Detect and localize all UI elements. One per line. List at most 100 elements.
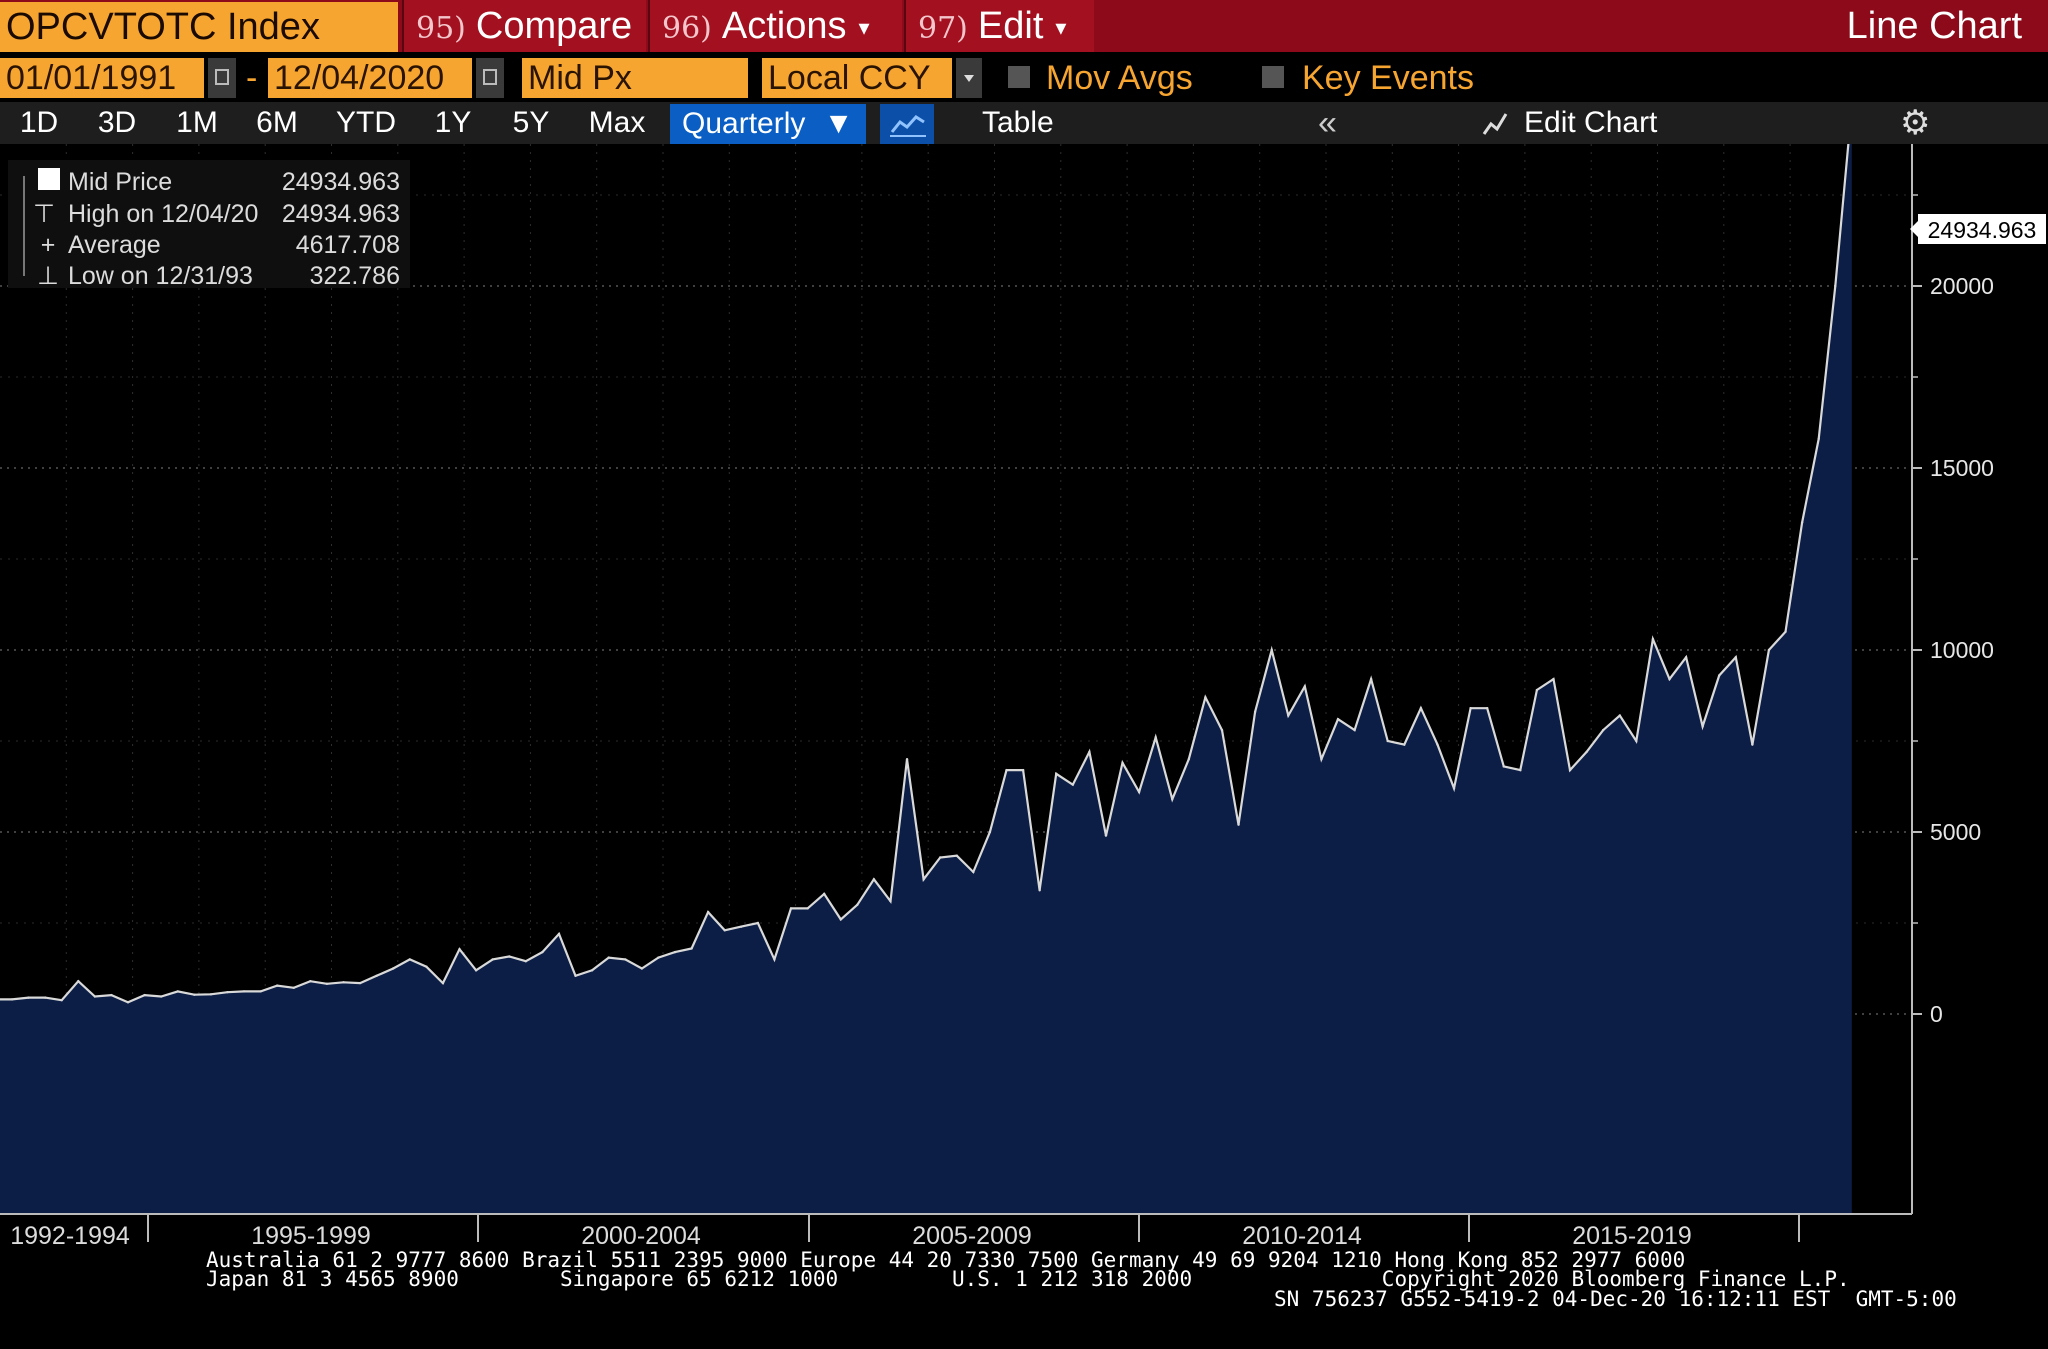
data-point (706, 910, 710, 914)
data-point (972, 870, 975, 874)
compare-number: 95) (416, 11, 466, 46)
range-6m[interactable]: 6M (256, 106, 298, 139)
range-3d[interactable]: 3D (97, 106, 137, 139)
data-point (574, 974, 577, 977)
range-ytd[interactable]: YTD (336, 106, 396, 139)
data-point (1038, 889, 1041, 892)
data-point (1270, 648, 1273, 652)
range-5y[interactable]: 5Y (512, 106, 550, 139)
data-point (740, 925, 743, 928)
table-button[interactable]: Table (982, 106, 1054, 139)
footer-contacts-1: Australia 61 2 9777 8600 Brazil 5511 239… (206, 1248, 1686, 1272)
end-date-field[interactable]: 12/04/2020 (268, 58, 472, 98)
end-calendar-icon[interactable] (476, 58, 504, 98)
edit-chart-icon (1482, 113, 1508, 135)
data-point (77, 980, 80, 983)
range-1d[interactable]: 1D (19, 106, 59, 139)
data-point (1718, 674, 1721, 677)
mov-avgs-label[interactable]: Mov Avgs (1046, 59, 1193, 97)
settings-bar: 01/01/1991 - 12/04/2020 Mid Px Local CCY… (0, 52, 2048, 140)
compare-button[interactable]: 95) Compare (402, 0, 646, 52)
data-point (1104, 834, 1108, 837)
data-point (474, 969, 478, 972)
data-point (657, 956, 660, 959)
data-point (1834, 284, 1837, 288)
data-point (1701, 725, 1704, 728)
gear-icon[interactable]: ⚙ (1900, 104, 1931, 142)
data-point (1336, 717, 1340, 721)
data-point (1154, 736, 1157, 739)
data-point (1204, 696, 1207, 699)
data-point (541, 950, 544, 954)
start-date-field[interactable]: 01/01/1991 (0, 58, 204, 98)
price-field-select[interactable]: Mid Px (522, 58, 748, 98)
key-events-checkbox[interactable] (1262, 66, 1284, 88)
data-point (1602, 728, 1605, 732)
data-point (640, 967, 644, 970)
data-point (1171, 798, 1174, 801)
high-marker-icon: ⊤ (33, 200, 55, 228)
data-point (1751, 743, 1754, 746)
data-point (60, 998, 63, 1002)
data-point (789, 907, 793, 910)
range-max[interactable]: Max (588, 106, 646, 139)
data-point (1469, 707, 1472, 710)
data-point (955, 854, 958, 857)
line-chart: 0 5000 10000 15000 20000 1992-1994 1995-1999 2… (0, 144, 2046, 1244)
data-point (806, 907, 809, 910)
data-point (1055, 772, 1058, 775)
start-calendar-icon[interactable] (208, 58, 236, 98)
data-point (1800, 521, 1804, 524)
data-point (922, 878, 925, 881)
data-point (425, 965, 428, 968)
data-point (242, 990, 246, 993)
data-point (856, 903, 859, 906)
periodicity-select[interactable]: Quarterly ▼ (670, 104, 866, 144)
data-point (1817, 437, 1820, 441)
data-point (193, 993, 196, 996)
data-point (209, 993, 213, 996)
data-point (143, 993, 146, 997)
data-point (773, 958, 776, 961)
range-1y[interactable]: 1Y (434, 106, 472, 139)
edit-number: 97) (918, 11, 968, 46)
line-chart-toggle[interactable] (880, 104, 934, 144)
data-point (822, 892, 826, 896)
currency-select[interactable]: Local CCY (762, 58, 952, 98)
key-events-label[interactable]: Key Events (1302, 59, 1474, 97)
periodicity-label: Quarterly (682, 107, 806, 140)
edit-caret-icon: ▾ (1055, 14, 1067, 40)
data-point (1386, 739, 1389, 743)
edit-button[interactable]: 97) Edit ▾ (904, 0, 1094, 52)
actions-button[interactable]: 96) Actions ▾ (648, 0, 902, 52)
y-tick-label: 15000 (1930, 455, 1994, 481)
collapse-icon[interactable]: « (1318, 104, 1337, 142)
y-tick-label: 0 (1930, 1001, 1943, 1027)
data-point (1734, 656, 1738, 659)
range-1m[interactable]: 1M (176, 106, 218, 139)
data-point (10, 998, 14, 1001)
low-marker-icon: ⊥ (37, 262, 59, 290)
data-point (1485, 707, 1489, 710)
data-point (1784, 630, 1787, 633)
x-tick-label: 1992-1994 (10, 1222, 130, 1244)
x-tick-label: 2010-2014 (1242, 1222, 1362, 1244)
y-tick-label: 20000 (1930, 273, 1994, 299)
y-tick-label: 10000 (1930, 637, 1994, 663)
edit-chart-button[interactable]: Edit Chart (1524, 106, 1658, 139)
data-point (839, 918, 842, 921)
actions-label: Actions (721, 5, 847, 47)
actions-number: 96) (662, 11, 712, 46)
ticker-field[interactable]: OPCVTOTC Index (0, 2, 398, 52)
data-point (1585, 750, 1588, 754)
mov-avgs-checkbox[interactable] (1008, 66, 1030, 88)
data-point (1121, 761, 1124, 765)
data-point (358, 981, 362, 985)
data-point (93, 995, 97, 998)
currency-dropdown-icon[interactable] (956, 58, 982, 98)
data-point (673, 950, 677, 954)
data-point (557, 932, 561, 936)
data-point (458, 948, 461, 951)
data-point (1187, 758, 1191, 761)
data-point (292, 986, 295, 989)
